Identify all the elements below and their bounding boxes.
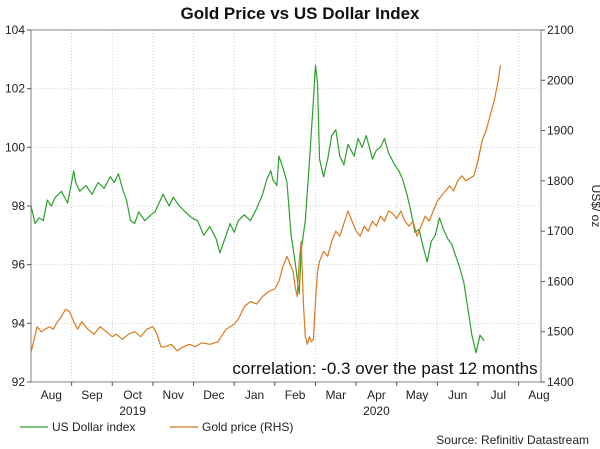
right-tick-label: 1700 [547,224,574,238]
x-tick-label: Dec [203,388,224,402]
right-tick-label: 2000 [547,73,574,87]
chart-title: Gold Price vs US Dollar Index [180,4,420,23]
left-tick-label: 94 [12,316,26,330]
usd-index-line [30,64,485,354]
left-tick-label: 100 [5,140,25,154]
left-tick-label: 98 [12,199,26,213]
right-tick-label: 1400 [547,375,574,389]
series-layer [30,64,501,354]
x-year-label: 2020 [363,404,390,418]
x-tick-label: Feb [285,388,306,402]
x-tick-label: Aug [41,388,62,402]
x-tick-label: Jul [491,388,506,402]
ticks-layer: 92 94 96 98 100 102 104 1400 1500 1600 1700 1800 190… [5,23,574,418]
right-tick-label: 1600 [547,274,574,288]
left-tick-label: 104 [5,23,25,37]
x-tick-label: Apr [367,388,386,402]
left-tick-label: 96 [12,258,26,272]
x-tick-label: Mar [325,388,346,402]
legend-label-gold: Gold price (RHS) [202,420,293,434]
x-tick-label: Oct [123,388,142,402]
x-tick-label: May [406,388,429,402]
right-tick-label: 2100 [547,23,574,37]
source-note: Source: Refinitiv Datastream [436,433,589,447]
right-tick-label: 1500 [547,325,574,339]
legend: US Dollar index Gold price (RHS) [20,420,293,434]
right-axis-label: US$/ oz [589,185,600,228]
left-tick-label: 92 [12,375,26,389]
gold-price-line [30,65,501,352]
x-year-label: 2019 [119,404,146,418]
x-tick-label: Jan [245,388,264,402]
x-tick-label: Sep [81,388,103,402]
x-tick-label: Aug [528,388,549,402]
gridlines [31,30,541,382]
right-tick-label: 1900 [547,124,574,138]
correlation-annotation: correlation: -0.3 over the past 12 month… [232,359,537,378]
legend-label-usd: US Dollar index [52,420,135,434]
right-tick-label: 1800 [547,174,574,188]
x-tick-label: Jun [448,388,467,402]
left-tick-label: 102 [5,82,25,96]
x-tick-label: Nov [163,388,184,402]
